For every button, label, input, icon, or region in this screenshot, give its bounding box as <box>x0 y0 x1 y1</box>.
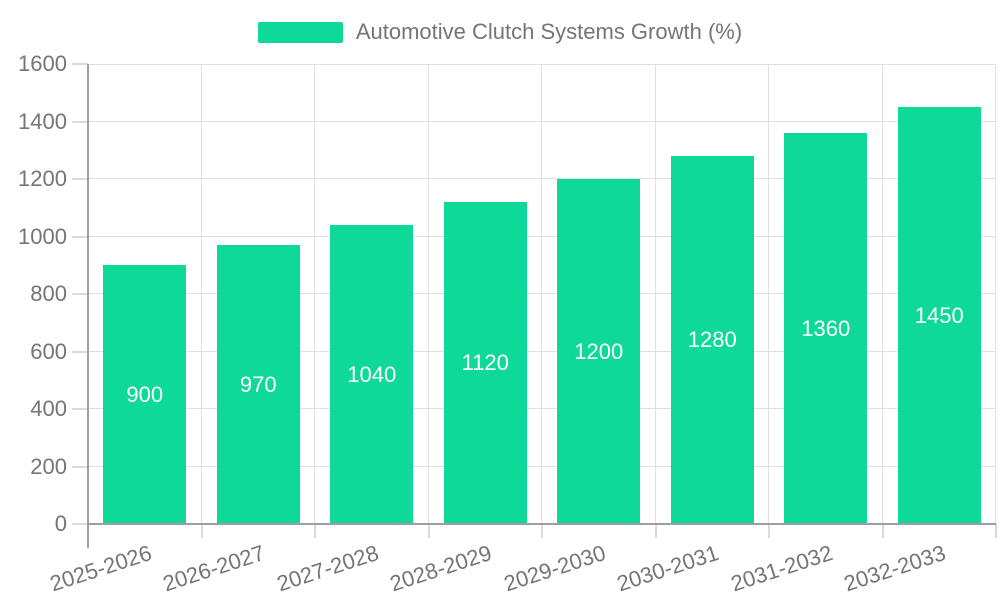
y-axis-tick <box>72 63 88 65</box>
bar-value-label: 1200 <box>574 338 624 364</box>
legend-label: Automotive Clutch Systems Growth (%) <box>355 19 743 44</box>
y-axis-tick <box>72 120 88 123</box>
x-axis-tick <box>541 524 543 538</box>
bar-2029-2030 <box>557 179 641 524</box>
gridline-horizontal <box>88 408 996 409</box>
bar-value-label: 900 <box>126 381 164 407</box>
plot-area: 900 970 1040 1120 1200 1280 1360 1450 <box>88 64 996 524</box>
bar-2032-2033 <box>897 107 981 524</box>
x-axis-tick <box>654 524 657 538</box>
legend[interactable]: Automotive Clutch Systems Growth (%) <box>0 19 1000 45</box>
y-axis-line <box>87 64 89 548</box>
gridline-vertical <box>200 64 202 524</box>
x-axis-category-label: 2026-2027 <box>159 540 268 597</box>
gridline-horizontal <box>88 178 996 179</box>
gridline-horizontal <box>88 235 996 237</box>
bar-2026-2027 <box>216 245 300 524</box>
bar-value-label: 1040 <box>347 361 397 387</box>
bar-2031-2032 <box>784 133 868 524</box>
y-axis-tick-label: 800 <box>30 281 67 306</box>
bar-2030-2031 <box>670 156 754 524</box>
gridline-horizontal <box>88 120 996 122</box>
y-axis-tick-label: 1200 <box>18 166 67 191</box>
x-axis-tick <box>768 524 770 538</box>
legend-swatch <box>257 21 343 43</box>
y-axis-tick <box>72 408 88 410</box>
y-axis-tick-label: 600 <box>30 338 67 364</box>
y-axis-tick-label: 0 <box>54 511 67 536</box>
bar-value-label: 1450 <box>914 302 964 328</box>
x-axis-category-label: 2029-2030 <box>500 540 609 597</box>
y-axis-tick-label: 1000 <box>18 223 67 249</box>
x-axis-category-label: 2030-2031 <box>613 540 722 597</box>
gridline-vertical <box>541 64 542 524</box>
bar-value-label: 970 <box>239 371 277 397</box>
gridline-vertical <box>995 64 996 524</box>
y-axis-tick <box>72 350 88 353</box>
x-axis-tick <box>881 524 884 538</box>
gridline-vertical <box>427 64 429 524</box>
bar-2028-2029 <box>443 202 527 524</box>
x-axis-category-label: 2031-2032 <box>727 540 836 597</box>
x-axis-category-label: 2032-2033 <box>840 540 949 597</box>
y-axis-tick-label: 400 <box>30 396 67 421</box>
x-axis-tick <box>427 524 430 538</box>
x-axis-category-label: 2027-2028 <box>273 540 382 597</box>
y-axis-tick <box>72 523 88 525</box>
gridline-horizontal <box>88 64 996 65</box>
gridline-horizontal <box>88 465 996 467</box>
bar-value-label: 1120 <box>461 350 509 375</box>
y-axis-tick <box>72 293 88 295</box>
x-axis-category-label: 2028-2029 <box>386 540 495 597</box>
gridline-vertical <box>654 64 656 524</box>
bar-2027-2028 <box>330 225 414 524</box>
x-axis-line <box>88 523 996 525</box>
y-axis-tick-label: 200 <box>30 453 67 479</box>
bar-value-label: 1360 <box>801 315 851 341</box>
bar-value-label: 1280 <box>687 327 737 352</box>
y-axis-tick <box>72 465 88 468</box>
gridline-vertical <box>314 64 315 524</box>
y-axis-tick-label: 1600 <box>18 51 67 76</box>
gridline-horizontal <box>88 350 996 352</box>
x-axis-category-label: 2025-2026 <box>46 540 155 597</box>
y-axis-tick <box>72 178 88 180</box>
y-axis-tick-label: 1400 <box>18 108 67 134</box>
y-axis-tick <box>72 235 88 238</box>
x-axis-tick <box>200 524 203 538</box>
gridline-vertical <box>768 64 769 524</box>
gridline-horizontal <box>88 293 996 294</box>
x-axis-tick <box>314 524 316 538</box>
x-axis-tick <box>995 524 997 538</box>
gridline-vertical <box>881 64 883 524</box>
bar-2025-2026 <box>103 265 187 524</box>
